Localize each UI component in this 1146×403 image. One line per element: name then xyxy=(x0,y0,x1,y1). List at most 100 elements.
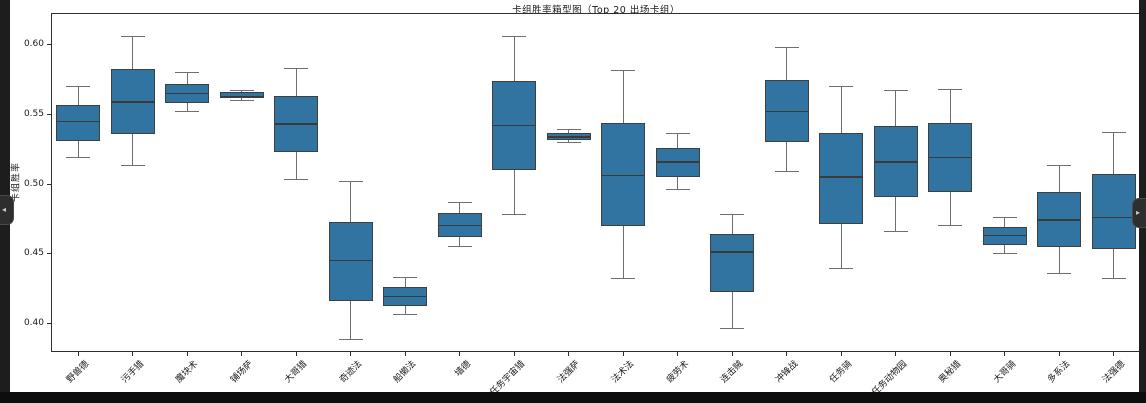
x-tick-mark xyxy=(295,352,297,356)
y-tick-label: 0.60 xyxy=(23,39,44,50)
whisker-cap-top xyxy=(883,90,908,92)
whisker-cap-top xyxy=(556,129,581,131)
whisker-cap-bottom xyxy=(447,246,472,248)
x-tick-mark xyxy=(77,352,79,356)
x-tick-label: 魔块术 xyxy=(174,359,201,386)
x-tick-mark xyxy=(786,352,788,356)
chevron-left-icon: ◂ xyxy=(2,205,7,214)
whisker-cap-bottom xyxy=(1101,278,1126,280)
whisker-cap-top xyxy=(447,201,472,203)
whisker-cap-top xyxy=(393,276,418,278)
whisker-cap-bottom xyxy=(992,253,1017,255)
chevron-right-icon: ▸ xyxy=(1136,208,1141,217)
whisker-cap-top xyxy=(284,68,309,70)
x-tick-label: 法强德 xyxy=(1100,359,1127,386)
y-tick-mark xyxy=(47,253,51,255)
median-line xyxy=(983,234,1026,237)
whisker-cap-bottom xyxy=(175,111,200,113)
whisker-cap-top xyxy=(829,86,854,88)
x-tick-mark xyxy=(1004,352,1006,356)
whisker-cap-bottom xyxy=(829,268,854,270)
x-tick-label: 法术法 xyxy=(610,359,637,386)
median-line xyxy=(929,156,972,159)
x-tick-label: 铺场萨 xyxy=(228,359,255,386)
whisker-cap-top xyxy=(720,214,745,216)
bottom-dark-border xyxy=(0,392,1146,403)
median-line xyxy=(220,95,263,98)
x-tick-label: 污手猎 xyxy=(119,359,146,386)
median-line xyxy=(57,120,100,123)
x-tick-label: 船懒法 xyxy=(392,359,419,386)
y-tick-label: 0.40 xyxy=(23,317,44,328)
y-tick-mark xyxy=(47,322,51,324)
whisker-cap-top xyxy=(665,133,690,135)
whisker-cap-top xyxy=(66,86,91,88)
x-tick-mark xyxy=(186,352,188,356)
x-tick-mark xyxy=(895,352,897,356)
median-line xyxy=(493,124,536,127)
whisker-cap-bottom xyxy=(66,157,91,159)
whisker-cap-top xyxy=(338,180,363,182)
x-tick-mark xyxy=(513,352,515,356)
panel-toggle-right[interactable]: ▸ xyxy=(1132,198,1146,228)
y-tick-mark xyxy=(47,44,51,46)
x-tick-label: 奇迹法 xyxy=(337,359,364,386)
x-tick-mark xyxy=(404,352,406,356)
median-line xyxy=(329,259,372,262)
x-tick-label: 奥秘猎 xyxy=(937,359,964,386)
whisker-cap-bottom xyxy=(720,328,745,330)
median-line xyxy=(166,92,209,95)
x-tick-mark xyxy=(459,352,461,356)
whisker-cap-bottom xyxy=(774,171,799,172)
median-line xyxy=(711,251,754,253)
x-tick-mark xyxy=(132,352,134,356)
whisker-cap-top xyxy=(502,36,527,38)
panel-toggle-left[interactable]: ◂ xyxy=(0,195,14,225)
x-tick-mark xyxy=(1058,352,1060,356)
median-line xyxy=(602,174,645,177)
whisker-cap-top xyxy=(229,90,254,92)
x-tick-label: 法强萨 xyxy=(555,359,582,386)
plot-area xyxy=(51,13,1141,352)
median-line xyxy=(547,136,590,138)
median-line xyxy=(438,224,481,227)
whisker-cap-bottom xyxy=(611,278,636,280)
median-line xyxy=(275,123,318,125)
box xyxy=(601,122,646,226)
whisker-cap-bottom xyxy=(665,189,690,191)
whisker-cap-bottom xyxy=(883,230,908,232)
whisker-cap-top xyxy=(1101,132,1126,134)
x-tick-mark xyxy=(1113,352,1115,356)
whisker-cap-top xyxy=(175,72,200,74)
median-line xyxy=(111,101,154,103)
whisker-cap-bottom xyxy=(502,214,527,216)
whisker-cap-top xyxy=(774,47,799,49)
whisker-cap-top xyxy=(1047,165,1072,167)
x-tick-label: 野兽德 xyxy=(65,359,92,386)
median-line xyxy=(820,176,863,178)
box xyxy=(219,92,264,98)
whisker-cap-bottom xyxy=(393,314,418,316)
whisker-cap-bottom xyxy=(1047,272,1072,274)
box xyxy=(819,132,864,225)
x-tick-mark xyxy=(568,352,570,356)
x-tick-label: 大哥猎 xyxy=(283,359,310,386)
whisker-cap-bottom xyxy=(938,225,963,227)
y-tick-mark xyxy=(47,114,51,115)
x-tick-mark xyxy=(677,352,679,356)
x-tick-mark xyxy=(949,352,951,356)
whisker-cap-bottom xyxy=(229,100,254,102)
x-tick-label: 多系法 xyxy=(1046,359,1073,386)
whisker-cap-bottom xyxy=(338,339,363,341)
whisker-cap-top xyxy=(938,88,963,90)
y-tick-label: 0.55 xyxy=(23,109,44,119)
x-tick-label: 大哥骑 xyxy=(991,359,1018,386)
x-tick-label: 任务骑 xyxy=(828,359,855,386)
x-tick-label: 冲锋战 xyxy=(773,359,800,386)
x-tick-mark xyxy=(622,352,624,356)
x-tick-mark xyxy=(350,352,352,356)
median-line xyxy=(1092,216,1135,219)
x-tick-mark xyxy=(241,352,243,356)
box xyxy=(56,104,101,141)
box xyxy=(710,234,755,293)
